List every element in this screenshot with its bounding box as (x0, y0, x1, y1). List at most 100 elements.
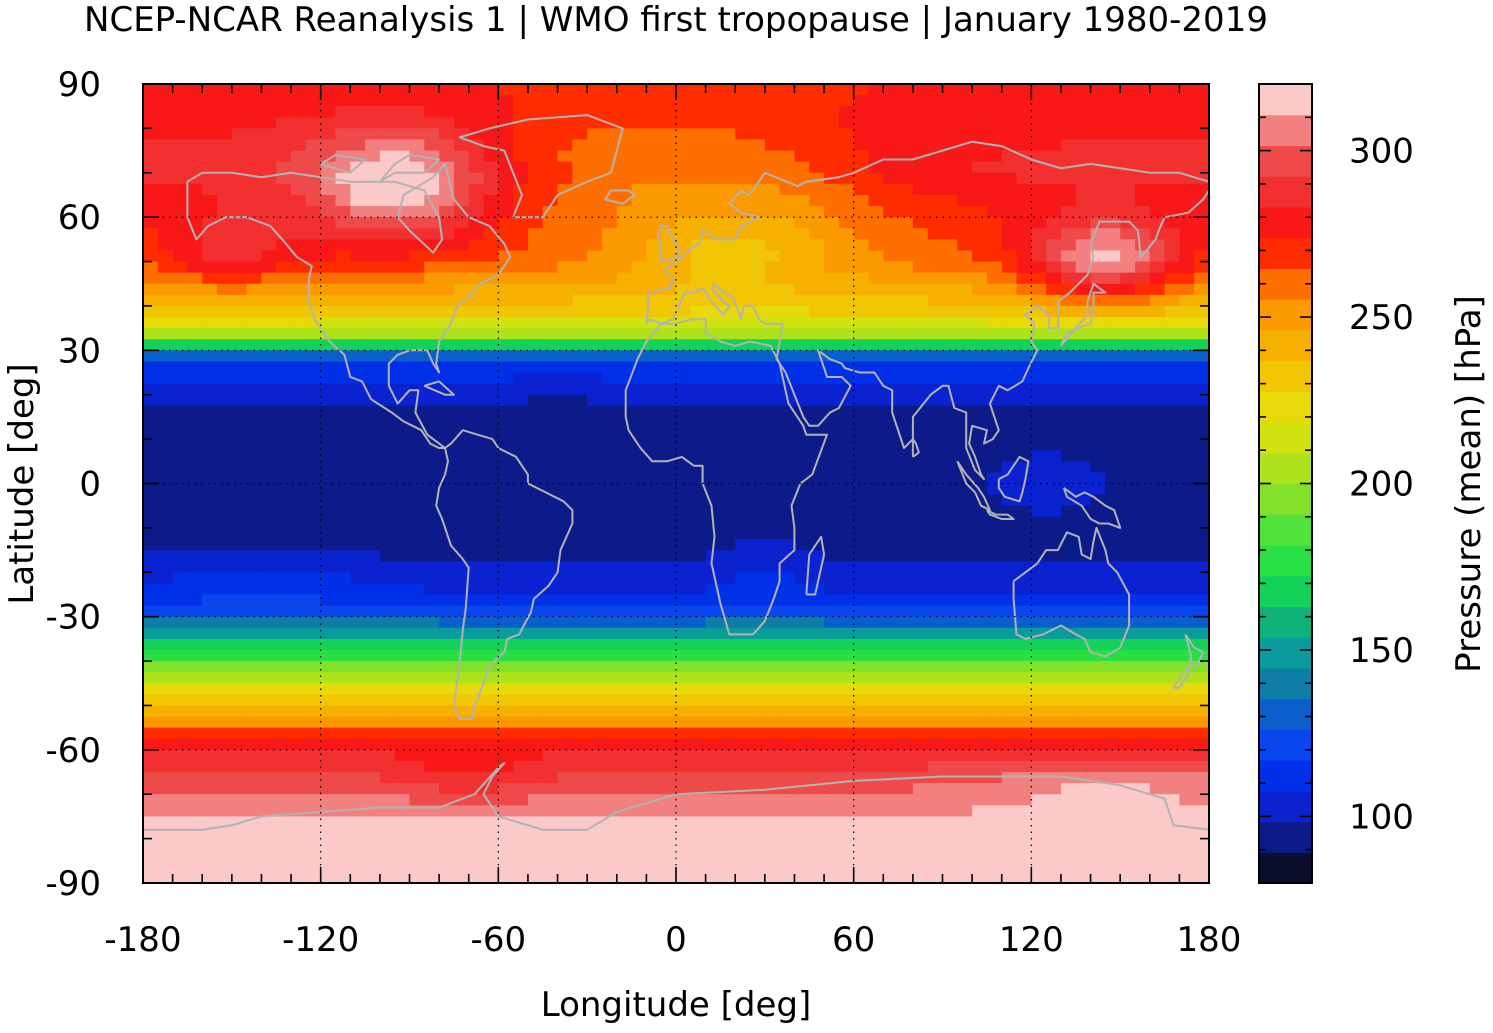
map-cell (365, 749, 381, 762)
map-cell (1046, 261, 1062, 274)
map-cell (1105, 106, 1121, 118)
map-cell (1016, 805, 1032, 818)
map-cell (513, 516, 529, 529)
map-cell (661, 439, 677, 451)
map-cell (912, 816, 929, 829)
map-cell (409, 561, 425, 573)
map-cell (1046, 239, 1062, 252)
map-cell (898, 206, 914, 218)
map-cell (838, 405, 855, 418)
map-cell (1105, 827, 1121, 840)
map-cell (172, 272, 189, 285)
map-cell (172, 194, 189, 207)
map-cell (202, 760, 218, 773)
map-cell (676, 172, 692, 185)
map-cell (1120, 705, 1136, 718)
map-cell (468, 361, 485, 374)
map-cell (1149, 405, 1166, 418)
map-cell (735, 283, 751, 296)
map-cell (750, 150, 766, 163)
map-cell (868, 84, 884, 96)
map-cell (1134, 439, 1151, 451)
map-cell (779, 272, 796, 285)
map-cell (291, 527, 307, 540)
map-cell (527, 194, 544, 207)
map-cell (365, 483, 381, 496)
map-cell (143, 439, 159, 451)
map-cell (143, 794, 159, 806)
map-cell (291, 783, 307, 795)
map-cell (942, 172, 958, 185)
map-cell (409, 683, 425, 695)
map-cell (1060, 217, 1077, 229)
map-cell (305, 294, 322, 307)
map-cell (365, 161, 381, 174)
map-cell (1149, 527, 1166, 540)
map-cell (231, 228, 248, 240)
map-cell (1016, 594, 1032, 607)
map-cell (394, 561, 411, 573)
map-cell (157, 128, 174, 141)
map-cell (527, 439, 544, 451)
map-cell (646, 727, 662, 740)
map-cell (972, 339, 988, 351)
map-cell (365, 538, 381, 551)
map-cell (276, 117, 292, 129)
map-cell (513, 372, 529, 385)
map-cell (986, 183, 1003, 196)
map-cell (261, 472, 277, 485)
map-cell (868, 305, 884, 318)
map-cell (409, 361, 425, 374)
map-cell (187, 627, 203, 640)
map-cell (750, 117, 766, 129)
map-cell (305, 272, 322, 285)
map-cell (350, 172, 366, 185)
map-cell (468, 705, 485, 718)
map-cell (513, 283, 529, 296)
map-cell (291, 550, 307, 562)
map-cell (883, 772, 899, 784)
map-cell (187, 250, 203, 263)
map-cell (809, 472, 825, 485)
map-cell (394, 206, 411, 218)
map-cell (1016, 638, 1032, 651)
map-cell (794, 361, 810, 374)
map-cell (513, 128, 529, 141)
map-cell (883, 439, 899, 451)
map-cell (631, 550, 647, 562)
map-cell (720, 217, 736, 229)
map-cell (572, 405, 588, 418)
map-cell (838, 661, 855, 673)
map-cell (409, 405, 425, 418)
map-cell (542, 150, 559, 163)
map-cell (720, 428, 736, 440)
map-cell (483, 328, 499, 340)
map-cell (1031, 772, 1047, 784)
map-cell (750, 672, 766, 684)
map-cell (468, 494, 485, 507)
map-cell (631, 494, 647, 507)
map-cell (231, 550, 248, 562)
map-cell (572, 272, 588, 285)
map-cell (1060, 760, 1077, 773)
map-cell (187, 450, 203, 462)
map-cell (365, 683, 381, 695)
map-cell (1179, 439, 1195, 451)
map-cell (942, 394, 958, 407)
map-cell (187, 405, 203, 418)
map-cell (646, 372, 662, 385)
map-cell (1149, 283, 1166, 296)
map-cell (1031, 317, 1047, 329)
map-cell (853, 405, 870, 418)
map-cell (764, 661, 781, 673)
map-cell (838, 206, 855, 218)
map-cell (1001, 217, 1018, 229)
map-cell (1046, 572, 1062, 584)
map-cell (883, 317, 899, 329)
map-cell (972, 538, 988, 551)
map-cell (350, 760, 366, 773)
map-cell (779, 505, 796, 518)
map-cell (1120, 339, 1136, 351)
map-cell (1046, 161, 1062, 174)
map-cell (809, 261, 825, 274)
